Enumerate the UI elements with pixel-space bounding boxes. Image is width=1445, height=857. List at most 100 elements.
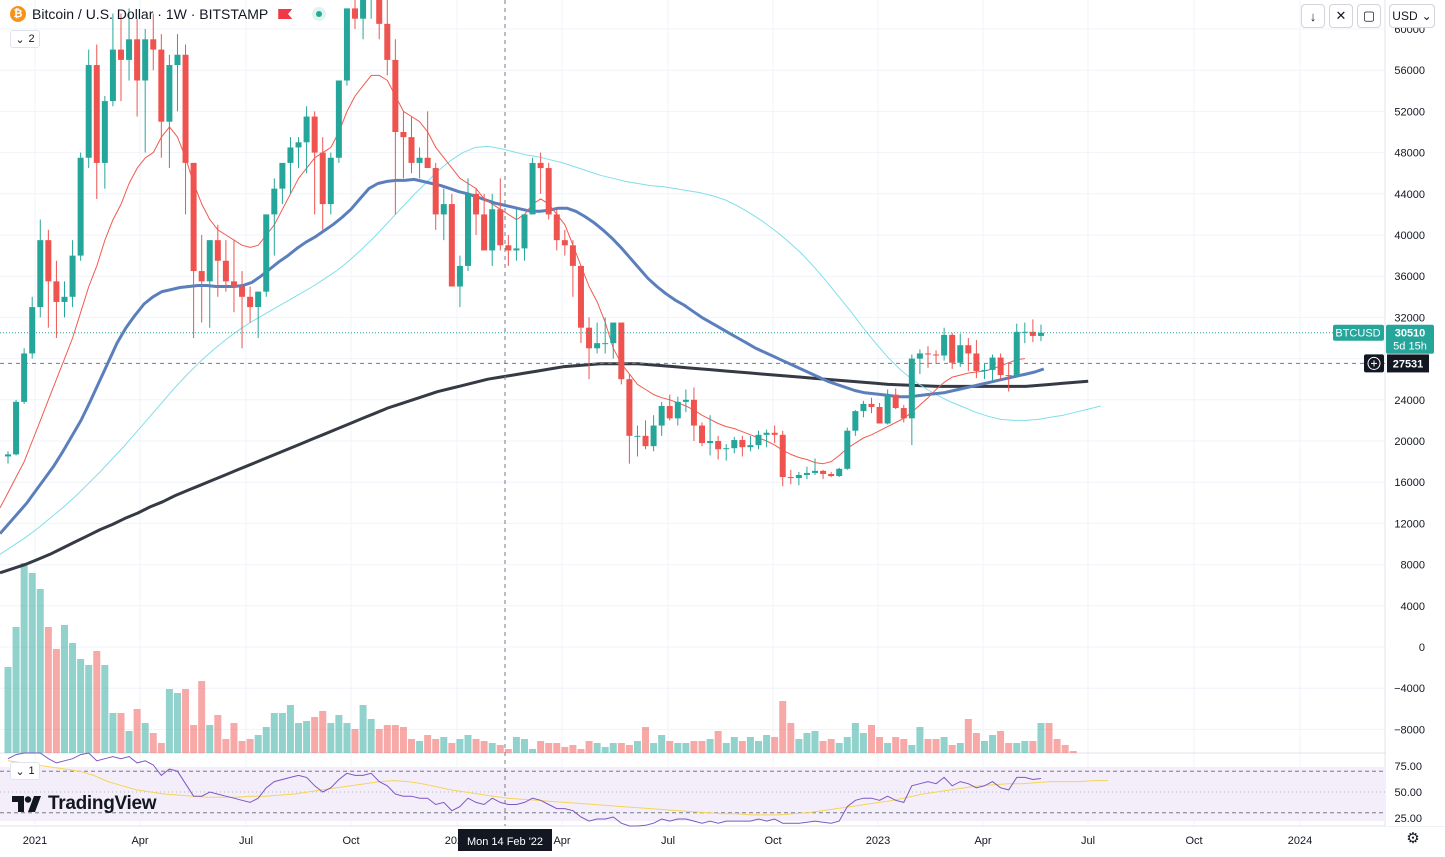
candle-body — [537, 162, 544, 169]
candle-body — [37, 240, 44, 308]
candle-body — [892, 394, 899, 409]
volume-bar — [383, 725, 391, 753]
gear-icon[interactable]: ⚙ — [1406, 830, 1420, 847]
tradingview-logo-icon — [12, 796, 41, 812]
candle-body — [1037, 332, 1044, 336]
volume-bar — [859, 733, 867, 753]
volume-bar — [311, 717, 319, 753]
candle-body — [45, 240, 52, 282]
collapse-icon: ✕ — [1335, 8, 1347, 23]
volume-bar — [60, 625, 68, 753]
volume-bar — [375, 729, 383, 753]
candle-body — [117, 49, 124, 60]
currency-select[interactable]: USD ⌄ — [1389, 4, 1435, 28]
candle-body — [352, 8, 359, 19]
add-alert-icon[interactable] — [1364, 354, 1384, 373]
volume-bar — [714, 731, 722, 753]
indicator-legend-toggle[interactable]: ⌄ 2 — [10, 30, 40, 48]
volume-bar — [1069, 751, 1077, 753]
volume-bar — [867, 725, 875, 753]
rsi-indicator-count: 1 — [28, 765, 35, 777]
volume-bar — [690, 741, 698, 753]
flag-icon[interactable] — [278, 9, 293, 19]
time-tick-label: Jul — [661, 835, 675, 847]
ma-cyan-line — [0, 145, 1101, 555]
candle-body — [521, 214, 528, 249]
candle-body — [376, 0, 383, 24]
candle-body — [602, 343, 609, 345]
crosshair-price-label: 27531 — [1393, 358, 1424, 370]
fullscreen-button[interactable]: ▢ — [1357, 4, 1381, 28]
volume-bar — [916, 727, 924, 753]
volume-bar — [908, 745, 916, 753]
price-tick-label: 40000 — [1394, 230, 1425, 242]
candle-body — [174, 54, 181, 66]
volume-bar — [173, 693, 181, 753]
candle-body — [424, 157, 431, 169]
time-tick-label: 2021 — [23, 835, 47, 847]
time-tick-label: Apr — [131, 835, 148, 847]
candle-body — [464, 193, 471, 266]
rsi-ma-line — [7, 760, 1108, 816]
volume-bar — [980, 741, 988, 753]
collapse-button[interactable]: ✕ — [1329, 4, 1353, 28]
volume-bar — [77, 659, 85, 753]
volume-bar — [956, 743, 964, 753]
candle-body — [416, 157, 423, 163]
arrow-down-button[interactable]: ↓ — [1301, 4, 1325, 28]
grid-lines — [0, 0, 1445, 827]
candle-body — [747, 445, 754, 448]
volume-bar — [787, 723, 795, 753]
volume-bar — [940, 737, 948, 753]
volume-bar — [141, 723, 149, 753]
candle-body — [432, 168, 439, 215]
symbol-title: Bitcoin / U.S. Dollar · 1W · BITSTAMP — [32, 6, 269, 22]
candle-body — [400, 132, 407, 138]
candle-body — [860, 403, 867, 412]
candle-body — [642, 435, 649, 447]
candle-body — [85, 65, 92, 158]
volume-bar — [133, 709, 141, 753]
volume-bar — [698, 741, 706, 753]
candle-body — [924, 353, 931, 355]
last-price-tag — [1386, 324, 1434, 354]
volume-bar — [432, 739, 440, 753]
candle-body — [908, 358, 915, 419]
candle-body — [1013, 331, 1020, 377]
volume-bar — [892, 737, 900, 753]
candle-body — [844, 430, 851, 469]
volume-bar — [617, 743, 625, 753]
symbol-header[interactable]: ₿ Bitcoin / U.S. Dollar · 1W · BITSTAMP — [10, 6, 327, 22]
price-tick-label: 4000 — [1401, 601, 1425, 613]
volume-bar — [319, 711, 327, 753]
volume-bar — [1053, 739, 1061, 753]
volume-bar — [650, 743, 658, 753]
candle-body — [190, 162, 197, 272]
tradingview-logo[interactable]: TradingView — [12, 793, 157, 815]
volume-bar — [20, 563, 28, 753]
volume-bar — [28, 573, 36, 753]
candle-body — [610, 322, 617, 344]
candle-body — [941, 334, 948, 356]
candle-body — [779, 434, 786, 478]
price-tick-label: 32000 — [1394, 312, 1425, 324]
candle-body — [868, 403, 875, 408]
volume-bar — [537, 741, 545, 753]
volume-bar — [674, 743, 682, 753]
volume-bar — [246, 739, 254, 753]
price-tick-label: −4000 — [1394, 683, 1425, 695]
candle-body — [820, 470, 827, 474]
candle-body — [553, 214, 560, 241]
candle-body — [126, 39, 133, 60]
rsi-legend-toggle[interactable]: ⌄ 1 — [10, 762, 40, 780]
currency-label: USD — [1392, 9, 1418, 23]
candle-body — [715, 441, 722, 450]
price-tick-label: 52000 — [1394, 106, 1425, 118]
volume-bar — [666, 741, 674, 753]
crosshair-time-label: Mon 14 Feb '22 — [467, 836, 543, 848]
volume-bar — [270, 713, 278, 753]
volume-bar — [85, 665, 93, 753]
candle-body — [497, 209, 504, 246]
